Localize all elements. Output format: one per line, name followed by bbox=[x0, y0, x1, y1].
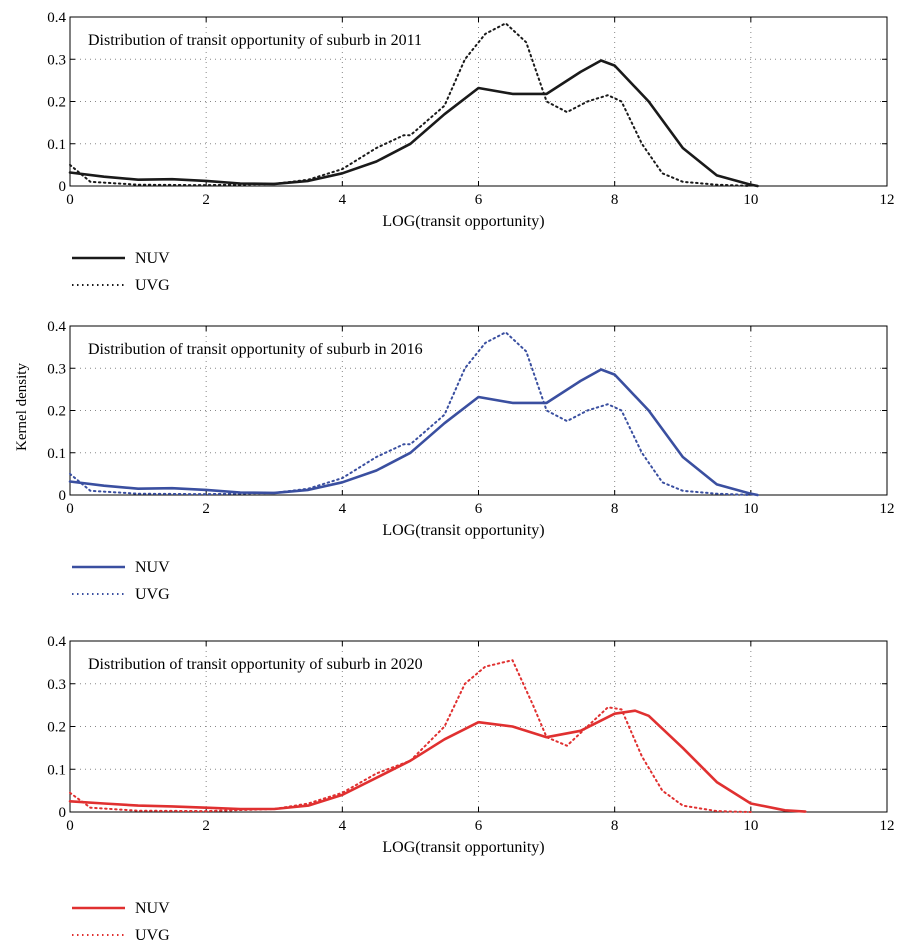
legend-label-uvg: UVG bbox=[135, 277, 170, 294]
x-tick-label: 4 bbox=[339, 501, 347, 517]
x-tick-label: 0 bbox=[66, 818, 74, 834]
x-tick-label: 6 bbox=[475, 818, 483, 834]
y-tick-label: 0.3 bbox=[47, 52, 66, 68]
y-tick-label: 0 bbox=[59, 805, 67, 821]
y-tick-label: 0.4 bbox=[47, 10, 66, 26]
x-tick-label: 6 bbox=[475, 192, 483, 208]
y-tick-label: 0 bbox=[59, 488, 67, 504]
y-tick-label: 0 bbox=[59, 179, 67, 195]
y-tick-label: 0.3 bbox=[47, 677, 66, 693]
chart-panels: 0 2 4 6 8 10 12 0 0.1 0.2 0.3 0.4 LOG(transit opport… bbox=[47, 10, 894, 944]
y-tick-label: 0.4 bbox=[47, 319, 66, 335]
x-tick-label: 10 bbox=[743, 501, 758, 517]
x-axis-label: LOG(transit opportunity) bbox=[382, 839, 544, 856]
y-tick-label: 0.1 bbox=[47, 762, 66, 778]
x-tick-label: 4 bbox=[339, 818, 347, 834]
x-tick-label: 12 bbox=[880, 818, 895, 834]
chart-title: Distribution of transit opportunity of s… bbox=[88, 656, 423, 673]
x-tick-label: 10 bbox=[743, 818, 758, 834]
x-tick-label: 12 bbox=[880, 192, 895, 208]
x-tick-label: 6 bbox=[475, 501, 483, 517]
chart-title: Distribution of transit opportunity of s… bbox=[88, 32, 422, 49]
series-line-uvg bbox=[69, 22, 752, 187]
x-tick-label: 0 bbox=[66, 501, 74, 517]
y-tick-label: 0.3 bbox=[47, 361, 66, 377]
legend-label-uvg: UVG bbox=[135, 927, 170, 944]
x-axis-label: LOG(transit opportunity) bbox=[382, 522, 544, 539]
x-tick-label: 8 bbox=[611, 818, 619, 834]
chart-title: Distribution of transit opportunity of s… bbox=[88, 341, 423, 358]
y-tick-label: 0.2 bbox=[47, 404, 66, 420]
x-tick-label: 8 bbox=[611, 192, 619, 208]
x-tick-label: 10 bbox=[743, 192, 758, 208]
chart-2: 0 2 4 6 8 10 12 0 0.1 0.2 0.3 0.4 LOG(transit opport… bbox=[47, 319, 894, 603]
shared-y-axis-label: Kernel density bbox=[14, 363, 30, 451]
series-line-nuv bbox=[68, 59, 759, 188]
legend-label-nuv: NUV bbox=[135, 559, 170, 576]
y-tick-label: 0.2 bbox=[47, 720, 66, 736]
y-tick-label: 0.2 bbox=[47, 95, 66, 111]
x-tick-label: 2 bbox=[202, 192, 210, 208]
chart-3: 0 2 4 6 8 10 12 0 0.1 0.2 0.3 0.4 LOG(transit opport… bbox=[47, 634, 894, 944]
series-line-uvg bbox=[69, 331, 752, 496]
legend-label-uvg: UVG bbox=[135, 586, 170, 603]
x-tick-label: 0 bbox=[66, 192, 74, 208]
x-axis-label: LOG(transit opportunity) bbox=[382, 213, 544, 230]
x-tick-label: 12 bbox=[880, 501, 895, 517]
x-tick-label: 2 bbox=[202, 501, 210, 517]
x-tick-label: 8 bbox=[611, 501, 619, 517]
y-tick-label: 0.4 bbox=[47, 634, 66, 650]
chart-1: 0 2 4 6 8 10 12 0 0.1 0.2 0.3 0.4 LOG(transit opport… bbox=[47, 10, 894, 294]
series-line-nuv bbox=[68, 368, 759, 497]
legend-label-nuv: NUV bbox=[135, 250, 170, 267]
series-line-nuv bbox=[68, 709, 807, 813]
x-tick-label: 2 bbox=[202, 818, 210, 834]
legend-label-nuv: NUV bbox=[135, 900, 170, 917]
series-line-uvg bbox=[69, 659, 752, 813]
x-tick-label: 4 bbox=[339, 192, 347, 208]
y-tick-label: 0.1 bbox=[47, 446, 66, 462]
y-tick-label: 0.1 bbox=[47, 137, 66, 153]
